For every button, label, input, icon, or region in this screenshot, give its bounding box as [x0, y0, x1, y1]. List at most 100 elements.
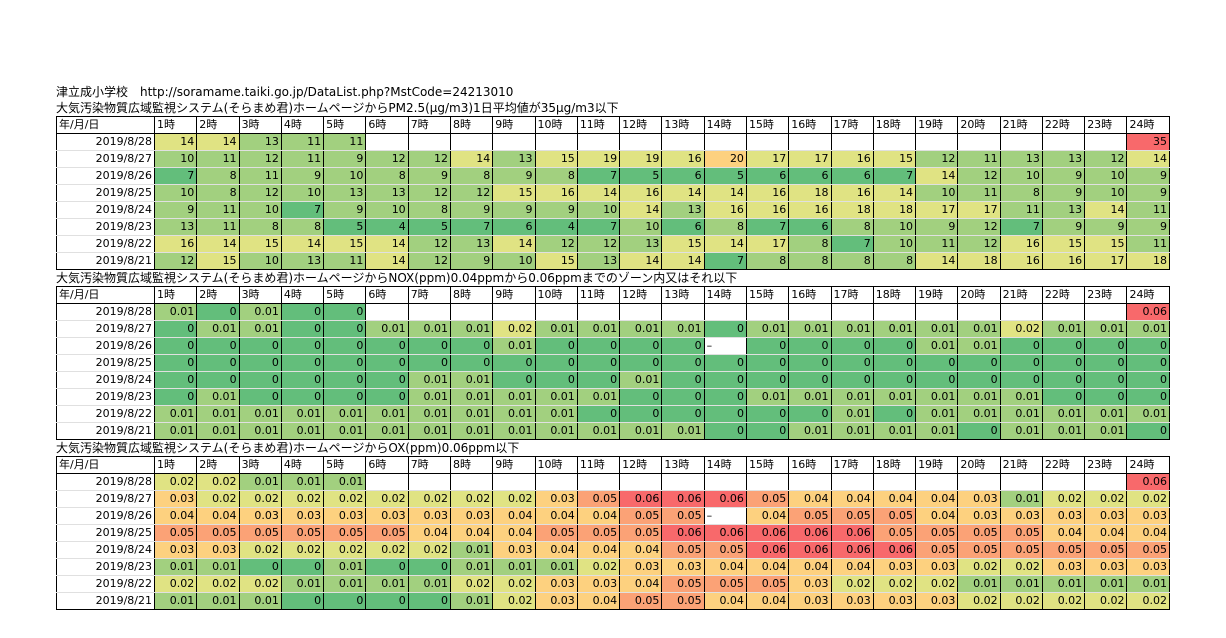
value-cell[interactable]: 0.06: [1126, 303, 1170, 321]
value-cell[interactable]: [745, 473, 790, 491]
column-header[interactable]: 12時: [619, 116, 663, 134]
value-cell[interactable]: [915, 133, 959, 151]
value-cell[interactable]: 0.06: [745, 541, 790, 559]
value-cell[interactable]: [619, 473, 663, 491]
value-cell[interactable]: 9: [492, 167, 536, 185]
value-cell[interactable]: 0: [323, 303, 367, 321]
value-cell[interactable]: 0.02: [872, 575, 917, 593]
value-cell[interactable]: [957, 303, 1001, 321]
value-cell[interactable]: 0.02: [449, 490, 494, 508]
value-cell[interactable]: 0: [872, 354, 917, 372]
value-cell[interactable]: 0.02: [1084, 490, 1128, 508]
value-cell[interactable]: 0.01: [238, 473, 282, 491]
value-cell[interactable]: 0.01: [830, 388, 874, 406]
value-cell[interactable]: 7: [576, 167, 621, 185]
value-cell[interactable]: 0.01: [196, 422, 240, 440]
value-cell[interactable]: 0.02: [830, 575, 874, 593]
value-cell[interactable]: 0.03: [872, 558, 917, 576]
value-cell[interactable]: 0.01: [153, 303, 198, 321]
value-cell[interactable]: 0.05: [872, 524, 917, 542]
value-cell[interactable]: 7: [280, 201, 325, 219]
value-cell[interactable]: 0.02: [449, 575, 494, 593]
value-cell[interactable]: 0.03: [534, 575, 578, 593]
value-cell[interactable]: 0: [830, 354, 874, 372]
value-cell[interactable]: 0.04: [576, 592, 621, 610]
value-cell[interactable]: 0.06: [703, 490, 747, 508]
date-cell[interactable]: 2019/8/23: [56, 218, 155, 236]
value-cell[interactable]: 18: [1126, 252, 1170, 270]
value-cell[interactable]: 0: [534, 371, 578, 389]
date-cell[interactable]: 2019/8/28: [56, 473, 155, 491]
value-cell[interactable]: 0.01: [449, 558, 494, 576]
column-header[interactable]: 22時: [1041, 116, 1086, 134]
value-cell[interactable]: 14: [619, 201, 663, 219]
column-header[interactable]: 20時: [957, 116, 1001, 134]
value-cell[interactable]: 0.04: [492, 507, 536, 525]
value-cell[interactable]: 8: [196, 167, 240, 185]
value-cell[interactable]: 0.01: [915, 320, 959, 338]
value-cell[interactable]: 0: [280, 303, 325, 321]
value-cell[interactable]: 0.02: [999, 592, 1043, 610]
value-cell[interactable]: 0: [576, 354, 621, 372]
column-header[interactable]: 16時: [788, 456, 832, 474]
value-cell[interactable]: 11: [1126, 235, 1170, 253]
value-cell[interactable]: 18: [957, 252, 1001, 270]
column-header[interactable]: 11時: [576, 286, 621, 304]
value-cell[interactable]: 0.05: [999, 524, 1043, 542]
column-header[interactable]: 9時: [492, 116, 536, 134]
value-cell[interactable]: 0: [915, 371, 959, 389]
column-header[interactable]: 6時: [365, 456, 409, 474]
column-header[interactable]: 23時: [1084, 116, 1128, 134]
date-cell[interactable]: 2019/8/24: [56, 371, 155, 389]
value-cell[interactable]: 9: [1041, 218, 1086, 236]
value-cell[interactable]: [999, 133, 1043, 151]
value-cell[interactable]: 0: [872, 405, 917, 423]
value-cell[interactable]: [576, 473, 621, 491]
value-cell[interactable]: 0: [999, 371, 1043, 389]
value-cell[interactable]: 7: [576, 218, 621, 236]
value-cell[interactable]: 17: [745, 235, 790, 253]
value-cell[interactable]: 0.04: [492, 524, 536, 542]
value-cell[interactable]: 0.05: [661, 592, 705, 610]
value-cell[interactable]: 0.05: [661, 575, 705, 593]
value-cell[interactable]: 0.01: [534, 320, 578, 338]
value-cell[interactable]: 0: [661, 405, 705, 423]
column-header[interactable]: 15時: [745, 456, 790, 474]
corner-cell[interactable]: 年/月/日: [56, 456, 155, 474]
value-cell[interactable]: 0.05: [745, 490, 790, 508]
date-cell[interactable]: 2019/8/28: [56, 133, 155, 151]
value-cell[interactable]: 0.01: [365, 405, 409, 423]
value-cell[interactable]: 0.05: [153, 524, 198, 542]
value-cell[interactable]: 0.01: [492, 337, 536, 355]
value-cell[interactable]: 0.01: [196, 558, 240, 576]
value-cell[interactable]: 14: [365, 235, 409, 253]
column-header[interactable]: 21時: [999, 116, 1043, 134]
value-cell[interactable]: 0.01: [1084, 422, 1128, 440]
value-cell[interactable]: 0: [365, 592, 409, 610]
column-header[interactable]: 4時: [280, 456, 325, 474]
value-cell[interactable]: 0: [196, 337, 240, 355]
value-cell[interactable]: 10: [280, 184, 325, 202]
value-cell[interactable]: 0.01: [323, 405, 367, 423]
value-cell[interactable]: 0: [449, 337, 494, 355]
value-cell[interactable]: 9: [1084, 218, 1128, 236]
value-cell[interactable]: 8: [196, 184, 240, 202]
value-cell[interactable]: 0.01: [999, 422, 1043, 440]
value-cell[interactable]: [999, 473, 1043, 491]
value-cell[interactable]: 0.01: [830, 320, 874, 338]
value-cell[interactable]: 0: [365, 337, 409, 355]
value-cell[interactable]: 13: [323, 184, 367, 202]
value-cell[interactable]: 0.03: [153, 490, 198, 508]
value-cell[interactable]: 0.03: [280, 507, 325, 525]
value-cell[interactable]: 0.04: [788, 490, 832, 508]
date-cell[interactable]: 2019/8/26: [56, 507, 155, 525]
value-cell[interactable]: 0.03: [407, 507, 451, 525]
value-cell[interactable]: 0.01: [323, 473, 367, 491]
column-header[interactable]: 13時: [661, 286, 705, 304]
value-cell[interactable]: 0: [534, 354, 578, 372]
value-cell[interactable]: 5: [407, 218, 451, 236]
value-cell[interactable]: 0: [999, 337, 1043, 355]
value-cell[interactable]: 0.02: [492, 575, 536, 593]
column-header[interactable]: 4時: [280, 286, 325, 304]
value-cell[interactable]: 0: [830, 337, 874, 355]
